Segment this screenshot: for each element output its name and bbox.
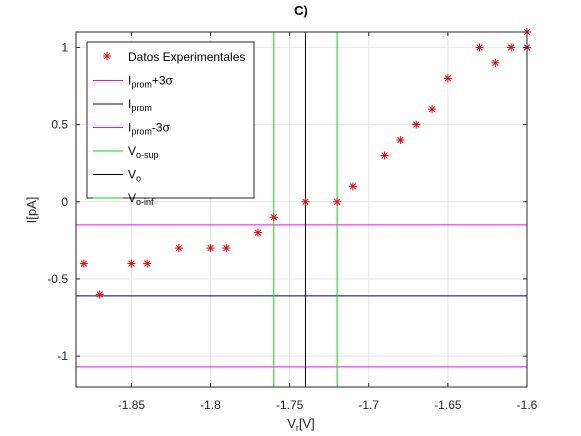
plot-frame [75, 31, 528, 388]
x-axis-label: Vr[V] [287, 416, 315, 433]
data-point [206, 244, 215, 253]
legend-label: Iprom [128, 97, 152, 113]
x-tick-label: -1.65 [434, 398, 462, 412]
data-point [396, 136, 405, 145]
legend-items: Datos Experimentales Iprom+3σ Iprom Iprom-3… [93, 50, 245, 207]
data-point [507, 43, 516, 52]
chart-title: C) [294, 3, 308, 18]
axis-ticks: -1.85 -1.8 -1.75 -1.7 -1.65 -1.6 1 0.5 0 -0.5 -1 [47, 32, 538, 412]
data-point [475, 43, 484, 52]
reference-lines [76, 32, 527, 387]
y-tick-label: -1 [57, 349, 68, 363]
legend-label: Iprom-3σ [128, 121, 171, 137]
data-point [443, 74, 452, 83]
x-tick-label: -1.85 [118, 398, 146, 412]
data-point [79, 259, 88, 268]
legend-label: Vo-sup [128, 144, 159, 160]
legend-label: Vo-inf [128, 191, 154, 207]
data-point [428, 105, 437, 114]
legend-box [86, 41, 255, 199]
data-point [222, 244, 231, 253]
data-point [253, 228, 262, 237]
x-tick-label: -1.6 [517, 398, 538, 412]
x-tick-label: -1.8 [200, 398, 221, 412]
y-tick-label: 1 [61, 40, 68, 54]
legend-label: Vo [128, 168, 141, 184]
data-point [348, 182, 357, 191]
data-point [301, 197, 310, 206]
data-point [143, 259, 152, 268]
data-point [174, 244, 183, 253]
legend-marker [103, 52, 111, 60]
legend: Datos Experimentales Iprom+3σ Iprom Iprom-3… [86, 41, 255, 207]
data-point [412, 120, 421, 129]
data-point [333, 197, 342, 206]
data-points [79, 28, 531, 299]
data-point [269, 213, 278, 222]
x-tick-label: -1.75 [276, 398, 304, 412]
data-point [491, 58, 500, 67]
x-axis-label-sub: r [296, 423, 299, 433]
data-point [127, 259, 136, 268]
x-tick-label: -1.7 [358, 398, 379, 412]
y-tick-label: -0.5 [47, 272, 68, 286]
y-tick-label: 0 [61, 195, 68, 209]
data-point [95, 290, 104, 299]
data-point [380, 151, 389, 160]
legend-label: Iprom+3σ [128, 74, 174, 90]
legend-label: Datos Experimentales [128, 50, 245, 64]
y-axis-label: I[pA] [24, 197, 39, 224]
x-axis-label-tail: [V] [299, 416, 315, 431]
x-axis-label-main: V [287, 416, 296, 431]
y-tick-label: 0.5 [51, 118, 68, 132]
